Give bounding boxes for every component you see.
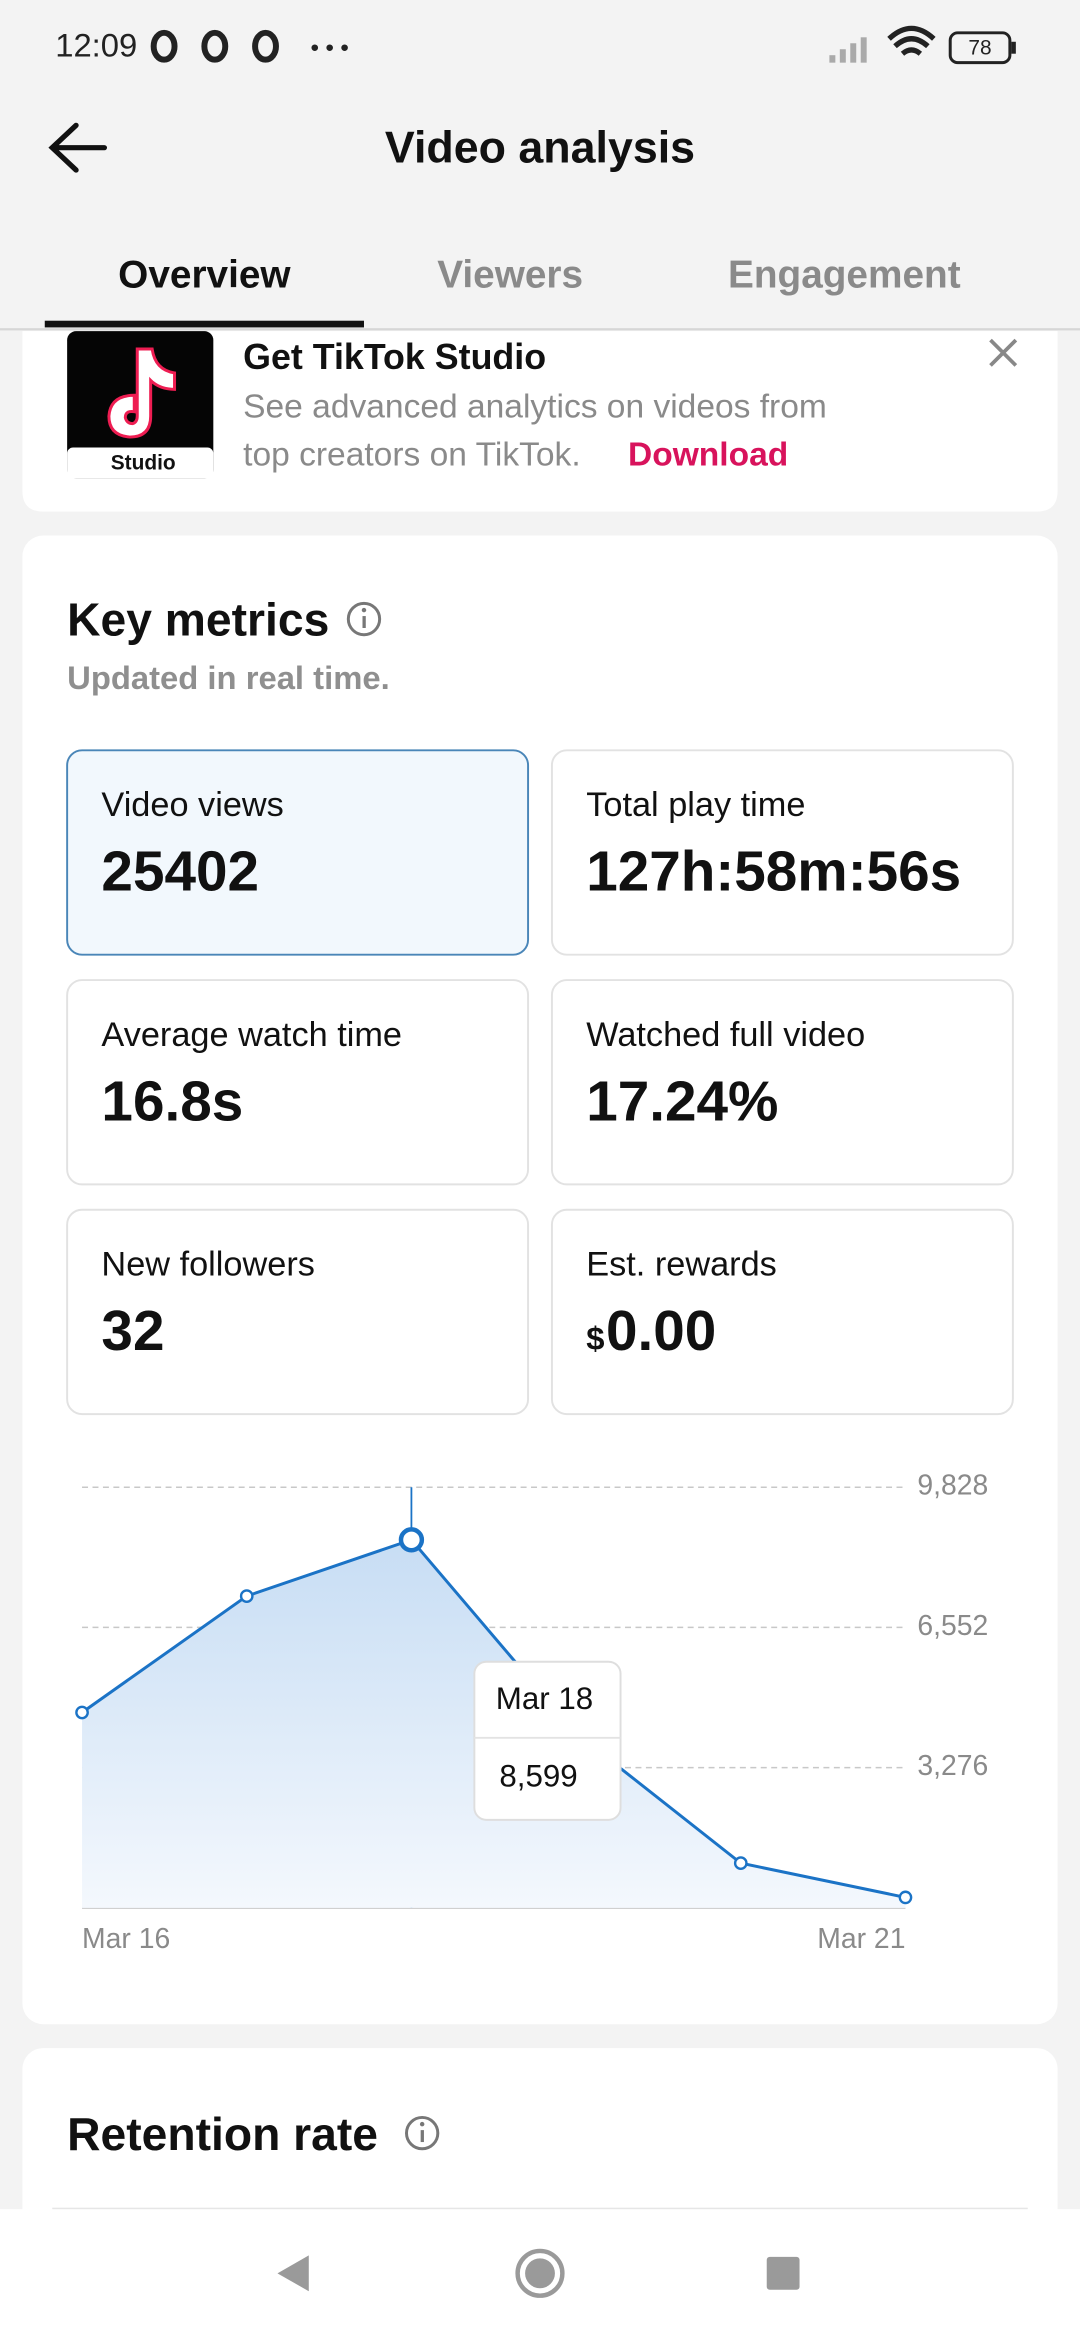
y-tick-label: 3,276 [917, 1750, 988, 1782]
metric-grid: Video views 25402 Total play time 127h:58m:… [66, 749, 1014, 1416]
line [81, 1538, 906, 1899]
wifi-icon [887, 25, 936, 56]
y-tick-label: 9,828 [917, 1470, 988, 1502]
status-time: 12:09 [55, 26, 137, 63]
section-title: Retention rate [67, 2108, 378, 2160]
metric-card[interactable] [550, 1208, 1014, 1416]
tab-divider [0, 328, 1080, 331]
battery-tip [1011, 41, 1016, 54]
metric-card[interactable] [550, 979, 1014, 1186]
tiktok-note [107, 347, 177, 439]
metric-card[interactable] [550, 749, 1014, 956]
metric-value: 25402 [101, 841, 259, 904]
metric-label: Watched full video [586, 1016, 865, 1054]
tab-engagement[interactable]: Engagement [728, 254, 961, 297]
metric-value: 16.8s [101, 1070, 243, 1133]
banner-text: top creators on TikTok. [243, 436, 580, 473]
divider [52, 2207, 1028, 2210]
point[interactable] [898, 1890, 913, 1905]
metric-value: 17.24% [586, 1070, 778, 1133]
banner-text: See advanced analytics on videos from [243, 389, 827, 426]
x-tick-label: Mar 16 [82, 1923, 170, 1955]
metric-card[interactable] [66, 749, 530, 956]
status-icons [150, 29, 279, 63]
point[interactable] [75, 1705, 89, 1720]
y-tick-label: 6,552 [917, 1610, 988, 1642]
studio-logo-strip [67, 447, 214, 479]
studio-logo-label: Studio [111, 451, 176, 474]
status-more [311, 44, 348, 52]
section-subtitle: Updated in real time. [67, 659, 390, 696]
close-button[interactable] [989, 338, 1018, 367]
info-icon[interactable] [346, 601, 382, 637]
point[interactable] [733, 1856, 748, 1870]
tooltip-value: 8,599 [499, 1758, 577, 1793]
nav-back[interactable] [277, 2255, 309, 2292]
metric-value: 32 [101, 1300, 164, 1363]
metric-currency: $ [586, 1320, 604, 1357]
tab-overview[interactable]: Overview [118, 254, 291, 297]
highlight-point[interactable] [398, 1527, 425, 1553]
metric-value: 127h:58m:56s [586, 841, 961, 904]
banner-card [22, 331, 1058, 512]
download-link[interactable]: Download [628, 436, 788, 473]
metric-label: Video views [101, 786, 283, 824]
metric-card[interactable] [66, 1208, 530, 1416]
metric-label: New followers [101, 1245, 314, 1283]
metric-label: Est. rewards [586, 1245, 777, 1283]
nav-home[interactable] [515, 2248, 565, 2298]
metric-card[interactable] [66, 979, 530, 1186]
metric-value: 0.00 [606, 1300, 716, 1363]
battery-level: 78 [968, 37, 991, 60]
battery-icon [948, 31, 1012, 65]
signal-icon [829, 37, 867, 63]
tooltip-date: Mar 18 [496, 1681, 593, 1716]
x-tick-label: Mar 21 [817, 1923, 905, 1955]
nav-recents[interactable] [766, 2256, 800, 2290]
tooltip [473, 1660, 622, 1821]
section-title: Key metrics [67, 594, 329, 646]
info-icon[interactable] [405, 2115, 440, 2151]
page-title: Video analysis [385, 122, 695, 172]
metric-label: Total play time [586, 786, 805, 824]
tab-viewers[interactable]: Viewers [437, 254, 583, 297]
back-button[interactable] [48, 122, 108, 173]
chart: 3,276 6,552 9,828 Mar 16 Mar 21 Mar 18 8,599 [75, 1470, 988, 1955]
point[interactable] [239, 1589, 254, 1603]
banner-title: Get TikTok Studio [243, 337, 546, 377]
metric-label: Average watch time [101, 1016, 402, 1054]
tab-indicator [44, 320, 364, 328]
